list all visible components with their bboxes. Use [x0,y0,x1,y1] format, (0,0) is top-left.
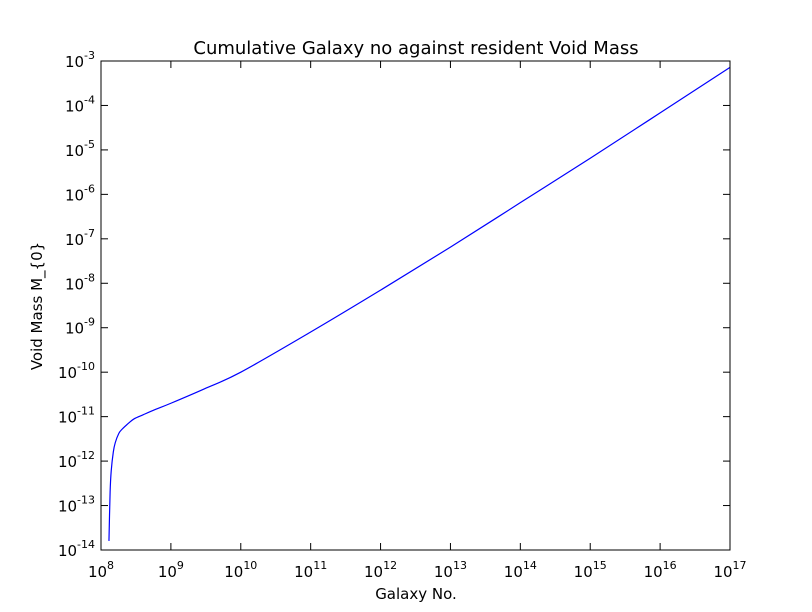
x-tick-label-exponent: 11 [313,559,327,572]
y-tick-label-exponent: -4 [84,93,95,106]
series-layer [108,66,731,541]
y-tick-label-base: 10 [65,186,84,204]
y-tick-label: 10-12 [58,449,95,471]
x-tick-label-base: 10 [224,563,243,581]
x-tick-label-exponent: 16 [663,559,677,572]
y-tick-label: 10-4 [65,93,95,115]
y-tick-label-base: 10 [58,453,77,471]
x-tick-label-base: 10 [574,563,593,581]
y-tick-label: 10-10 [58,360,95,382]
x-tick-label-exponent: 8 [107,559,114,572]
x-axis-ticks: 108 109 1010 1011 1012 1013 1014 1015 1016 1017 [88,61,747,581]
x-tick-label-exponent: 15 [593,559,607,572]
y-tick-label-exponent: -7 [84,227,95,240]
y-tick-label-exponent: -3 [84,49,95,62]
y-tick-label-exponent: -11 [77,405,95,418]
y-tick-label: 10-14 [58,538,95,560]
x-tick-label-base: 10 [294,563,313,581]
y-tick-label: 10-13 [58,494,95,516]
y-tick-label-base: 10 [65,142,84,160]
x-tick-label-exponent: 14 [523,559,537,572]
y-tick-label: 10-3 [65,49,95,71]
x-tick-label: 1016 [644,559,677,581]
y-tick-label: 10-9 [65,316,95,338]
y-tick-label-exponent: -14 [77,538,95,551]
x-tick-label: 1012 [364,559,397,581]
y-tick-label: 10-7 [65,227,95,249]
y-tick-label-exponent: -10 [77,360,95,373]
x-tick-label-base: 10 [88,563,107,581]
x-tick-label: 1017 [713,559,746,581]
y-tick-label-exponent: -13 [77,494,95,507]
y-tick-label-exponent: -5 [84,138,95,151]
x-tick-label: 1011 [294,559,327,581]
x-tick-label-base: 10 [504,563,523,581]
x-tick-label-base: 10 [644,563,663,581]
y-tick-label-base: 10 [65,97,84,115]
x-tick-label-base: 10 [713,563,732,581]
y-tick-label-base: 10 [58,542,77,560]
x-tick-label: 108 [88,559,114,581]
y-tick-label-base: 10 [65,231,84,249]
x-tick-label: 109 [158,559,184,581]
y-tick-label: 10-5 [65,138,95,160]
x-tick-label: 1010 [224,559,257,581]
y-tick-label: 10-11 [58,405,95,427]
x-tick-label-exponent: 13 [453,559,467,572]
chart-title: Cumulative Galaxy no against resident Vo… [193,38,638,59]
x-tick-label-base: 10 [158,563,177,581]
x-tick-label-exponent: 9 [177,559,184,572]
x-tick-label-exponent: 12 [383,559,397,572]
y-axis-label: Void Mass M_{0} [28,242,47,370]
x-axis-label: Galaxy No. [375,585,457,603]
x-tick-label: 1013 [434,559,467,581]
x-tick-label: 1015 [574,559,607,581]
x-tick-label-exponent: 10 [243,559,257,572]
y-tick-label-exponent: -8 [84,271,95,284]
y-tick-label-base: 10 [65,275,84,293]
y-tick-label: 10-6 [65,182,95,204]
x-tick-label-exponent: 17 [733,559,747,572]
x-tick-label: 1014 [504,559,537,581]
y-tick-label-base: 10 [58,498,77,516]
y-tick-label-base: 10 [65,320,84,338]
x-tick-label-base: 10 [364,563,383,581]
series-line-0 [108,66,731,541]
y-tick-label: 10-8 [65,271,95,293]
y-tick-label-exponent: -9 [84,316,95,329]
y-tick-label-exponent: -12 [77,449,95,462]
plot-frame [100,60,731,551]
y-axis-ticks: 10-1410-1310-1210-1110-1010-910-810-710-… [58,49,730,560]
y-tick-label-base: 10 [65,53,84,71]
y-tick-label-exponent: -6 [84,182,95,195]
y-tick-label-base: 10 [58,409,77,427]
x-tick-label-base: 10 [434,563,453,581]
y-tick-label-base: 10 [58,364,77,382]
